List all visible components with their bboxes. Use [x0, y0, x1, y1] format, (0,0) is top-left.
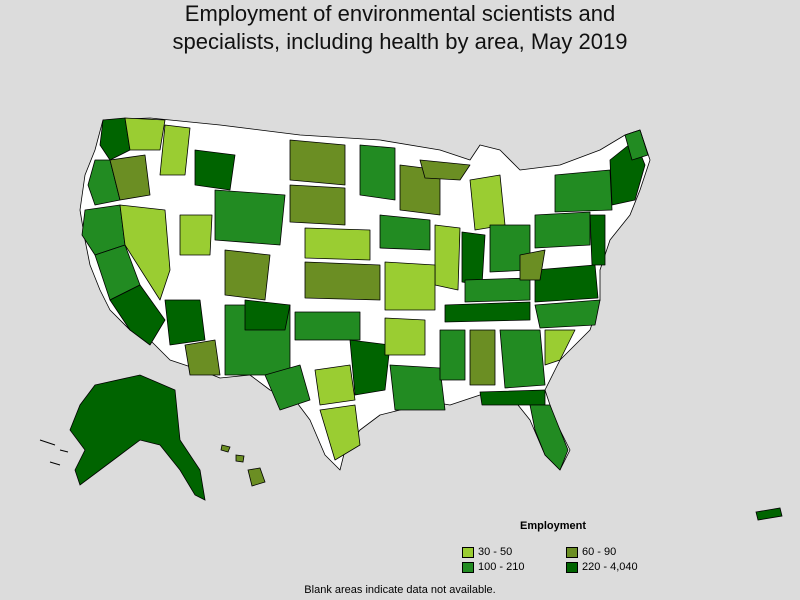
- region-mo: [384, 261, 436, 311]
- region-or-c: [109, 154, 151, 201]
- map-legend: Employment 30 - 50 60 - 90 100 - 210 220 - …: [462, 520, 682, 573]
- legend-item: 60 - 90: [566, 546, 676, 558]
- footnote: Blank areas indicate data not available.: [304, 584, 496, 596]
- region-az-s: [184, 339, 221, 376]
- region-wv: [519, 249, 546, 281]
- legend-label: 100 - 210: [478, 561, 525, 573]
- region-tx-e: [349, 339, 391, 396]
- region-tx-s: [319, 404, 361, 461]
- title-line-1: Employment of environmental scientists a…: [184, 1, 616, 26]
- legend-swatch: [462, 546, 474, 558]
- region-az-n: [164, 299, 206, 346]
- region-nv: [119, 204, 171, 301]
- region-id-n: [159, 124, 191, 176]
- region-wa-nw: [99, 117, 131, 161]
- region-ar: [384, 317, 426, 356]
- region-ut-n: [179, 214, 213, 256]
- region-me: [624, 129, 649, 161]
- legend-swatch: [566, 546, 578, 558]
- region-nd: [289, 139, 346, 186]
- region-nm-ne: [244, 299, 291, 331]
- region-al: [469, 329, 496, 386]
- region-nj-md: [589, 214, 606, 266]
- region-co-w: [224, 249, 271, 301]
- map-regions: [79, 117, 651, 471]
- region-ok: [294, 311, 361, 341]
- region-tx-c: [314, 364, 356, 406]
- region-tn: [444, 301, 531, 323]
- region-va: [534, 264, 599, 303]
- region-fl-n: [479, 389, 546, 406]
- legend-items: 30 - 50 60 - 90 100 - 210 220 - 4,040: [462, 546, 682, 573]
- title-line-2: specialists, including health by area, M…: [172, 29, 628, 54]
- legend-label: 30 - 50: [478, 546, 513, 558]
- region-ga: [499, 329, 546, 389]
- legend-item: 100 - 210: [462, 561, 566, 573]
- region-ks: [304, 261, 381, 301]
- region-ms: [439, 329, 466, 381]
- region-la: [389, 364, 446, 411]
- legend-title: Employment: [520, 520, 587, 532]
- region-ny: [554, 169, 613, 213]
- legend-item: 30 - 50: [462, 546, 566, 558]
- region-sc: [544, 329, 576, 366]
- region-mn: [359, 144, 396, 201]
- region-tx-w: [264, 364, 311, 411]
- region-in: [461, 231, 486, 286]
- region-ky: [464, 277, 531, 303]
- region-nc: [534, 299, 601, 329]
- legend-label: 60 - 90: [582, 546, 617, 558]
- legend-swatch: [462, 561, 474, 573]
- region-fl-pen: [529, 404, 569, 471]
- region-wy: [214, 189, 286, 246]
- region-hawaii: [220, 444, 266, 487]
- region-puerto-rico: [755, 507, 783, 521]
- region-ia: [379, 214, 431, 251]
- legend-label: 220 - 4,040: [582, 561, 638, 573]
- region-alaska-aleutians: [39, 439, 69, 466]
- legend-swatch: [566, 561, 578, 573]
- legend-item: 220 - 4,040: [566, 561, 676, 573]
- region-wa-c: [124, 117, 166, 151]
- region-mi-up: [419, 159, 471, 181]
- region-sd: [289, 184, 346, 226]
- map-title: Employment of environmental scientists a…: [0, 0, 800, 56]
- region-alaska: [69, 374, 206, 501]
- region-il: [434, 224, 461, 291]
- region-ne: [304, 227, 371, 261]
- region-or-coast: [87, 159, 121, 206]
- region-pa: [534, 211, 591, 249]
- region-ca-s: [109, 284, 166, 346]
- region-mi-lp: [469, 174, 506, 231]
- region-mt-w: [194, 149, 236, 191]
